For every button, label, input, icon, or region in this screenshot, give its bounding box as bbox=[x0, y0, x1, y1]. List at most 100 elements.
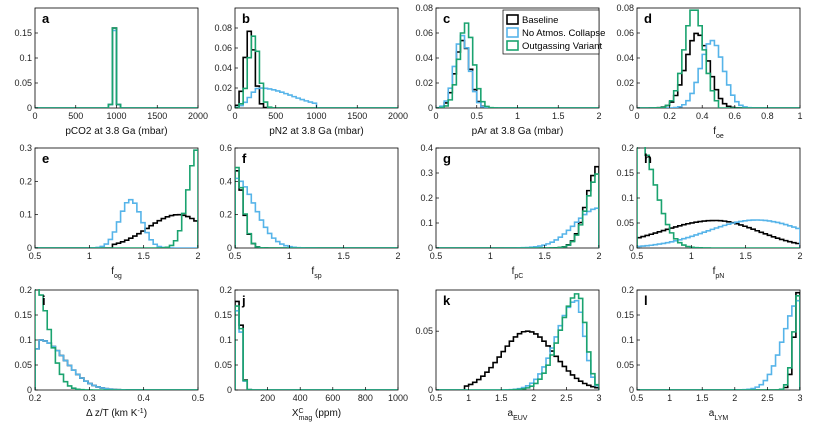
x-tick-label: 0.5 bbox=[430, 251, 443, 261]
y-tick-label: 0 bbox=[428, 385, 433, 395]
x-tick-label: 1500 bbox=[147, 111, 167, 121]
axes-box bbox=[234, 147, 399, 249]
x-tick-label: 1.5 bbox=[337, 251, 350, 261]
panel-k: 0.5 1 1.5 2 2.5 3 0 0.05 k aEUV bbox=[415, 289, 602, 422]
x-tick-label: 1 bbox=[287, 251, 292, 261]
series-no-collapse bbox=[235, 177, 398, 248]
x-tick-label: 0 bbox=[433, 111, 438, 121]
x-axis-label: fpC bbox=[512, 266, 524, 280]
y-tick-label: 0.2 bbox=[219, 210, 232, 220]
y-tick-label: 0.04 bbox=[214, 63, 232, 73]
x-tick-label: 0.2 bbox=[29, 393, 42, 403]
y-tick-label: 0.6 bbox=[219, 143, 232, 153]
x-tick-label: 0.4 bbox=[696, 111, 709, 121]
y-tick-label: 0.04 bbox=[415, 53, 433, 63]
x-tick-label: 0.8 bbox=[761, 111, 774, 121]
panel-l: 0.5 1 1.5 2 2.5 3 0 0.05 0.1 0.15 0.2 l aLYM bbox=[616, 285, 802, 422]
panel-f: 0.5 1 1.5 2 0 0.2 0.4 0.6 f fsp bbox=[219, 143, 400, 280]
panel-label: l bbox=[644, 293, 648, 308]
series-outgassing bbox=[35, 149, 198, 248]
x-tick-label: 2 bbox=[596, 251, 601, 261]
x-tick-label: 0 bbox=[634, 111, 639, 121]
panel-label: e bbox=[42, 151, 49, 166]
x-tick-label: 1.5 bbox=[739, 251, 752, 261]
y-tick-label: 0 bbox=[227, 385, 232, 395]
x-tick-label: 0.2 bbox=[663, 111, 676, 121]
y-tick-label: 0.05 bbox=[14, 360, 32, 370]
x-tick-label: 3 bbox=[596, 393, 601, 403]
series-baseline bbox=[235, 170, 398, 248]
series-no-collapse bbox=[436, 299, 599, 390]
y-tick-label: 0.1 bbox=[420, 218, 433, 228]
x-tick-label: 1 bbox=[797, 111, 802, 121]
legend: Baseline No Atmos. Collapse Outgassing Var… bbox=[502, 9, 605, 55]
series-no-collapse bbox=[235, 87, 398, 108]
y-tick-label: 0.15 bbox=[214, 310, 232, 320]
y-tick-label: 0.1 bbox=[219, 335, 232, 345]
panel-c: 0 0.5 1 1.5 2 0 0.02 0.04 0.06 0.08 c pAr at 3.8 Ga… bbox=[415, 3, 601, 137]
y-tick-label: 0.1 bbox=[19, 210, 32, 220]
x-tick-label: 200 bbox=[260, 393, 275, 403]
panel-b: 0 500 1000 1500 2000 0 0.02 0.04 0.06 0.08 b pN2 at… bbox=[214, 7, 408, 137]
y-tick-label: 0.2 bbox=[19, 176, 32, 186]
x-tick-label: 2 bbox=[395, 251, 400, 261]
x-axis-label: fsp bbox=[311, 266, 321, 280]
x-tick-label: 1 bbox=[667, 393, 672, 403]
y-tick-label: 0.3 bbox=[19, 143, 32, 153]
y-tick-label: 0.05 bbox=[616, 360, 634, 370]
y-tick-label: 0.4 bbox=[420, 143, 433, 153]
y-tick-label: 0.3 bbox=[420, 168, 433, 178]
x-tick-label: 0 bbox=[32, 111, 37, 121]
x-tick-label: 0.4 bbox=[137, 393, 150, 403]
panel-label: k bbox=[443, 293, 451, 308]
x-tick-label: 3 bbox=[797, 393, 802, 403]
panel-d: 0 0.2 0.4 0.6 0.8 1 0 0.02 0.04 0.06 0.08 d foe bbox=[616, 3, 802, 140]
y-tick-label: 0.02 bbox=[415, 78, 433, 88]
x-axis-label: Δ z/T (km K-1) bbox=[86, 408, 147, 420]
axes-box bbox=[636, 289, 801, 391]
x-tick-label: 2 bbox=[596, 111, 601, 121]
x-tick-label: 1000 bbox=[388, 393, 408, 403]
x-tick-label: 1000 bbox=[306, 111, 326, 121]
y-tick-label: 0.15 bbox=[616, 310, 634, 320]
y-tick-label: 0.4 bbox=[219, 176, 232, 186]
y-tick-label: 0.06 bbox=[214, 43, 232, 53]
x-axis-label: fog bbox=[111, 266, 122, 280]
x-tick-label: 0 bbox=[232, 111, 237, 121]
x-tick-label: 2000 bbox=[388, 111, 408, 121]
y-tick-label: 0 bbox=[428, 103, 433, 113]
y-tick-label: 0.08 bbox=[415, 3, 433, 13]
y-tick-label: 0.1 bbox=[19, 53, 32, 63]
x-tick-label: 1.5 bbox=[696, 393, 709, 403]
legend-swatch-outgassing bbox=[506, 40, 519, 51]
y-tick-label: 0.1 bbox=[621, 193, 634, 203]
x-axis-label: pCO2 at 3.8 Ga (mbar) bbox=[65, 126, 167, 137]
y-tick-label: 0 bbox=[629, 385, 634, 395]
panel-h: 0.5 1 1.5 2 0 0.05 0.1 0.15 0.2 h fpN bbox=[616, 143, 802, 280]
y-tick-label: 0.2 bbox=[219, 285, 232, 295]
y-tick-label: 0.06 bbox=[616, 28, 634, 38]
y-tick-label: 0 bbox=[629, 103, 634, 113]
y-tick-label: 0 bbox=[27, 243, 32, 253]
y-tick-label: 0 bbox=[629, 243, 634, 253]
panel-label: h bbox=[644, 151, 652, 166]
x-tick-label: 2 bbox=[797, 251, 802, 261]
series-no-collapse bbox=[637, 299, 800, 390]
series-baseline bbox=[637, 291, 800, 390]
series-baseline bbox=[436, 330, 599, 390]
x-axis-label: fpN bbox=[713, 266, 725, 280]
legend-swatch-baseline bbox=[506, 14, 519, 25]
series-outgassing bbox=[436, 22, 599, 108]
x-tick-label: 2 bbox=[732, 393, 737, 403]
x-tick-label: 0.5 bbox=[470, 111, 483, 121]
series-baseline bbox=[637, 219, 800, 248]
x-tick-label: 2.5 bbox=[560, 393, 573, 403]
x-tick-label: 1.5 bbox=[137, 251, 150, 261]
x-tick-label: 500 bbox=[268, 111, 283, 121]
y-tick-label: 0 bbox=[227, 243, 232, 253]
x-tick-label: 600 bbox=[325, 393, 340, 403]
y-tick-label: 0 bbox=[27, 385, 32, 395]
y-tick-label: 0.06 bbox=[415, 28, 433, 38]
x-axis-label: foe bbox=[713, 126, 724, 140]
x-tick-label: 0.5 bbox=[229, 251, 242, 261]
